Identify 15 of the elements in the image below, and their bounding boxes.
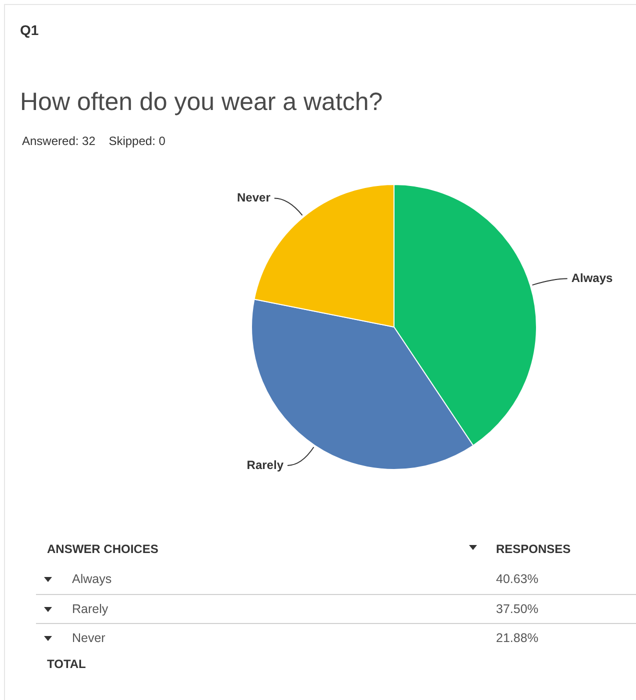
text: Answered: 32 Skipped: 0 [22,134,166,148]
text: 37.50% [496,600,540,618]
category-label: Never [72,630,106,645]
text: RESPONSES [496,542,571,556]
text: 40.63% [496,571,540,588]
text: TOTAL [47,657,86,671]
text: 21.88% [496,630,540,647]
slice-label: Never [237,190,271,205]
slice-label: Always [571,270,614,285]
category-label: Rarely [72,602,108,616]
chart-title: How often do you wear a watch? [20,88,383,117]
slice-label: Rarely [246,458,284,472]
category-label: Always [72,572,112,586]
text: ANSWER CHOICES [47,542,158,556]
text: Q1 [20,22,39,38]
